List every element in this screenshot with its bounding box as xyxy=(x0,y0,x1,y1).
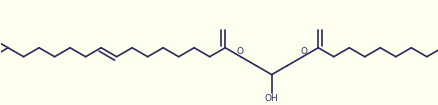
Text: O: O xyxy=(236,47,243,56)
Text: O: O xyxy=(300,47,307,56)
Text: OH: OH xyxy=(264,94,278,102)
